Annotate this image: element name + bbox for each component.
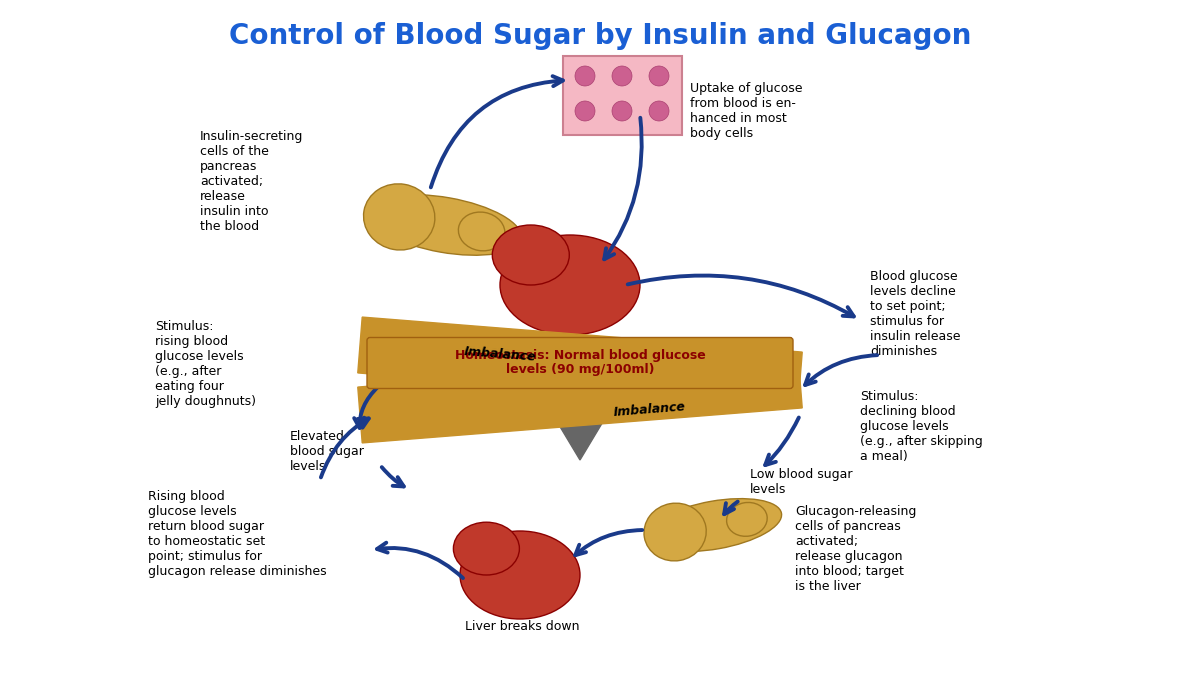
Ellipse shape	[727, 502, 767, 537]
Text: Homeostasis: Normal blood glucose
levels (90 mg/100ml): Homeostasis: Normal blood glucose levels…	[455, 348, 706, 377]
Circle shape	[649, 66, 670, 86]
Ellipse shape	[500, 235, 640, 335]
Ellipse shape	[458, 212, 505, 251]
Ellipse shape	[648, 499, 781, 551]
Circle shape	[575, 66, 595, 86]
Text: Liver breaks down: Liver breaks down	[464, 620, 580, 633]
Text: Rising blood
glucose levels
return blood sugar
to homeostatic set
point; stimulu: Rising blood glucose levels return blood…	[148, 490, 326, 578]
Text: Blood glucose
levels decline
to set point;
stimulus for
insulin release
diminish: Blood glucose levels decline to set poin…	[870, 270, 960, 358]
Circle shape	[649, 101, 670, 121]
FancyArrowPatch shape	[766, 418, 799, 465]
FancyArrowPatch shape	[575, 530, 642, 555]
Circle shape	[575, 101, 595, 121]
FancyArrowPatch shape	[605, 117, 642, 259]
Text: Liver takes up
glucose and stores
it as glycogen: Liver takes up glucose and stores it as …	[514, 335, 631, 378]
Text: Low blood sugar
levels: Low blood sugar levels	[750, 468, 852, 496]
FancyArrowPatch shape	[377, 543, 463, 578]
Polygon shape	[358, 352, 803, 443]
Text: Imbalance: Imbalance	[463, 345, 536, 364]
Text: Insulin-secreting
cells of the
pancreas
activated;
release
insulin into
the bloo: Insulin-secreting cells of the pancreas …	[200, 130, 304, 233]
FancyArrowPatch shape	[431, 76, 563, 188]
Ellipse shape	[364, 184, 434, 250]
Text: Elevated
blood sugar
levels: Elevated blood sugar levels	[290, 430, 364, 473]
FancyArrowPatch shape	[628, 275, 854, 317]
FancyArrowPatch shape	[805, 355, 877, 385]
Ellipse shape	[368, 195, 522, 255]
Text: Glucagon-releasing
cells of pancreas
activated;
release glucagon
into blood; tar: Glucagon-releasing cells of pancreas act…	[796, 505, 917, 593]
Circle shape	[612, 101, 632, 121]
Ellipse shape	[644, 503, 707, 561]
FancyBboxPatch shape	[563, 56, 682, 135]
Text: Control of Blood Sugar by Insulin and Glucagon: Control of Blood Sugar by Insulin and Gl…	[229, 22, 971, 50]
Text: Stimulus:
declining blood
glucose levels
(e.g., after skipping
a meal): Stimulus: declining blood glucose levels…	[860, 390, 983, 463]
FancyArrowPatch shape	[320, 418, 368, 477]
FancyBboxPatch shape	[367, 338, 793, 389]
Ellipse shape	[460, 531, 580, 619]
Circle shape	[612, 66, 632, 86]
FancyArrowPatch shape	[382, 467, 404, 487]
Polygon shape	[358, 317, 803, 408]
FancyArrowPatch shape	[724, 502, 738, 514]
Text: Uptake of glucose
from blood is en-
hanced in most
body cells: Uptake of glucose from blood is en- hanc…	[690, 82, 803, 140]
Ellipse shape	[492, 225, 569, 285]
Text: Stimulus:
rising blood
glucose levels
(e.g., after
eating four
jelly doughnuts): Stimulus: rising blood glucose levels (e…	[155, 320, 256, 408]
FancyArrowPatch shape	[354, 387, 378, 428]
Text: Imbalance: Imbalance	[613, 400, 686, 419]
Polygon shape	[550, 410, 610, 460]
Ellipse shape	[454, 522, 520, 575]
